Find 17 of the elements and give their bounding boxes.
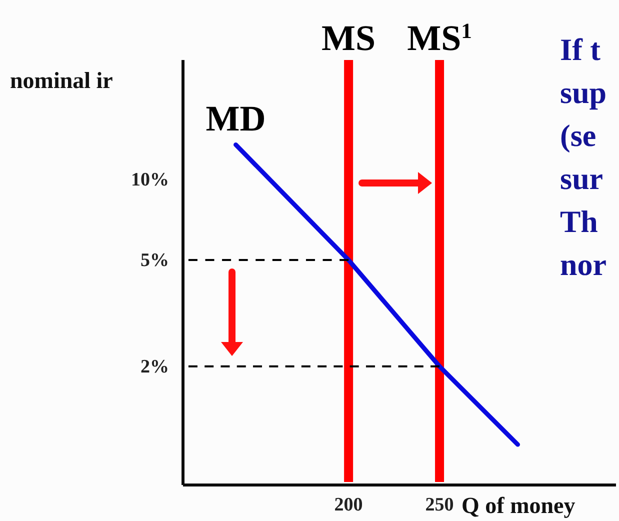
annotation: Th (560, 204, 598, 239)
y-tick-label: 2% (140, 356, 169, 378)
x-tick-label: 250 (425, 494, 454, 516)
y-axis-title: nominal ir (10, 68, 113, 93)
y-tick-label: 5% (140, 250, 169, 272)
annotation: (se (560, 118, 596, 153)
annotation: sup (560, 75, 607, 110)
annotation: sur (560, 161, 604, 196)
y-tick-label: 10% (131, 170, 169, 191)
ref-line-label: MS$^{1}$ (407, 18, 472, 58)
series-label: MD (206, 98, 266, 139)
x-axis-title: Q of money (462, 493, 576, 518)
ref-line-label: MS (322, 18, 376, 58)
annotation: nor (560, 247, 607, 282)
annotation: If t (560, 32, 602, 67)
line-series (234, 142, 520, 447)
x-tick-label: 200 (334, 494, 363, 516)
